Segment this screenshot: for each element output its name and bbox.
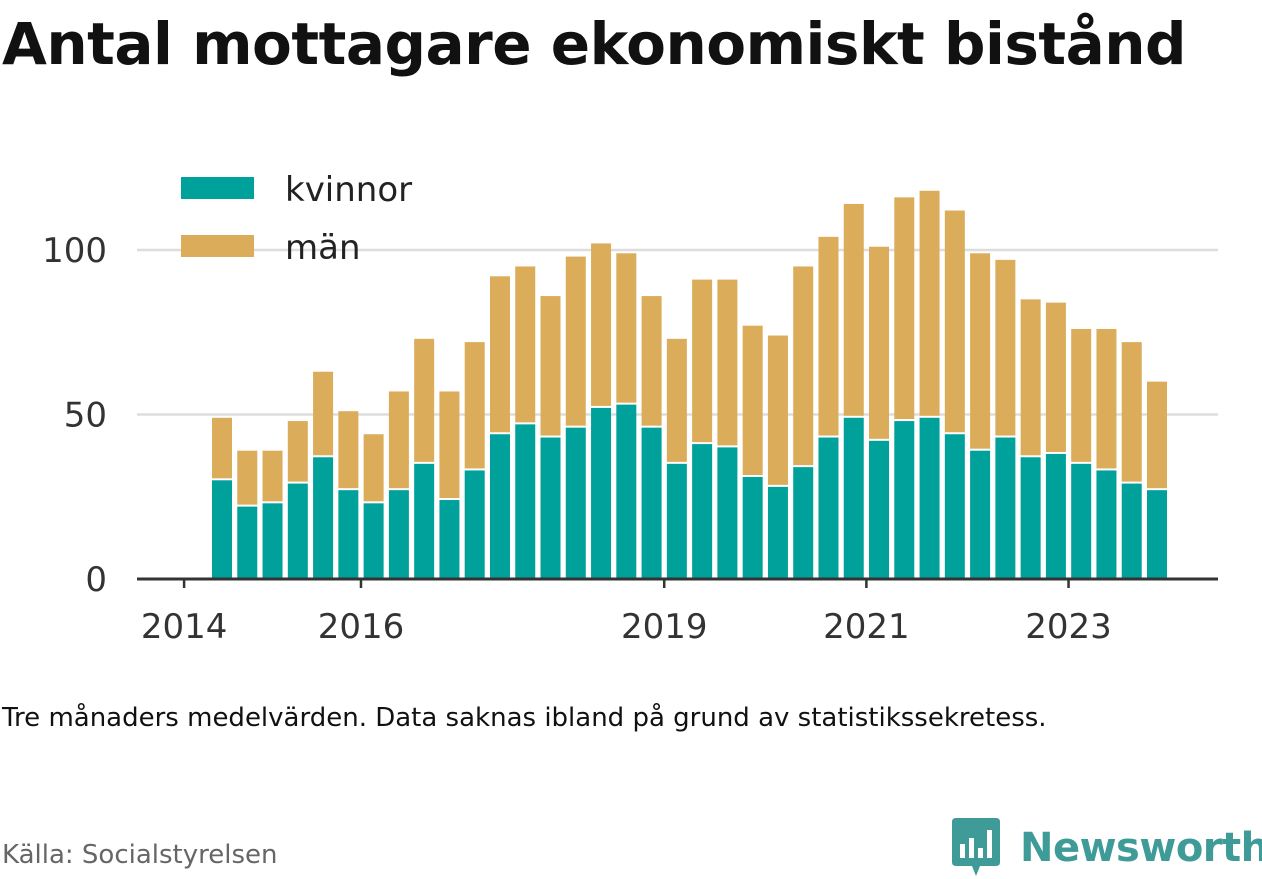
bar-man-2020-Q2 (818, 236, 839, 436)
legend-swatch-1 (181, 235, 254, 257)
bar-man-2016-Q2 (414, 338, 435, 462)
bar-kvinnor-2017-Q4 (565, 427, 586, 579)
bar-man-2020-Q1 (793, 266, 814, 466)
bar-man-2021-Q2 (919, 190, 940, 416)
bar-kvinnor-2014-Q3 (237, 506, 258, 579)
bar-kvinnor-2023-Q2 (1121, 483, 1142, 579)
bar-kvinnor-2018-Q4 (666, 463, 687, 579)
x-axis: 2014 2016 2019 2021 2023 (137, 577, 1218, 647)
bar-man-2022-Q4 (1071, 328, 1092, 462)
x-tick-label-2016: 2016 (318, 607, 405, 647)
bar-man-2021-Q4 (970, 253, 991, 449)
bar-man-2023-Q3 (1146, 381, 1167, 489)
legend-swatch-0 (181, 177, 254, 199)
bar-man-2017-Q1 (489, 276, 510, 433)
bars (212, 190, 1167, 579)
bar-man-2019-Q4 (767, 335, 788, 485)
bar-kvinnor-2022-Q1 (995, 437, 1016, 579)
bar-kvinnor-2015-Q1 (287, 483, 308, 579)
x-tick-label-2014: 2014 (141, 607, 228, 647)
bar-kvinnor-2021-Q4 (970, 450, 991, 579)
bar-kvinnor-2021-Q1 (894, 421, 915, 579)
bar-man-2022-Q3 (1045, 302, 1066, 452)
bar-man-2022-Q2 (1020, 299, 1041, 456)
bar-kvinnor-2019-Q3 (742, 477, 763, 579)
x-tick-label-2023: 2023 (1025, 607, 1112, 647)
legend: kvinnor män (181, 170, 412, 268)
bar-chart: 0 50 100 2014 2016 2019 2021 2023 kvinnor män (42, 170, 1218, 647)
bar-kvinnor-2022-Q2 (1020, 457, 1041, 579)
bar-kvinnor-2018-Q3 (641, 427, 662, 579)
bar-man-2017-Q4 (565, 256, 586, 426)
bar-man-2015-Q4 (363, 434, 384, 502)
bar-man-2023-Q1 (1096, 328, 1117, 469)
bar-kvinnor-2014-Q4 (262, 503, 283, 579)
bar-kvinnor-2019-Q2 (717, 447, 738, 579)
y-axis-labels: 0 50 100 (42, 231, 107, 600)
bar-man-2020-Q3 (843, 203, 864, 416)
x-tick-label-2021: 2021 (823, 607, 910, 647)
bar-man-2021-Q3 (944, 210, 965, 433)
newsworthy-logo-icon (952, 818, 1000, 876)
bar-man-2014-Q2 (212, 417, 232, 479)
x-tick-label-2019: 2019 (621, 607, 708, 647)
bar-kvinnor-2016-Q1 (388, 490, 409, 579)
bar-man-2017-Q2 (515, 266, 536, 423)
bar-kvinnor-2019-Q1 (692, 444, 713, 579)
bar-kvinnor-2023-Q1 (1096, 470, 1117, 579)
y-tick-label: 0 (85, 560, 107, 600)
bar-man-2018-Q1 (591, 243, 612, 406)
bar-kvinnor-2018-Q1 (591, 407, 612, 579)
source-text: Källa: Socialstyrelsen (2, 840, 278, 870)
bar-kvinnor-2022-Q3 (1045, 453, 1066, 579)
bar-kvinnor-2014-Q2 (212, 480, 232, 579)
bar-kvinnor-2017-Q3 (540, 437, 561, 579)
brand-logo[interactable]: Newsworthy (950, 818, 1262, 878)
bar-man-2021-Q1 (894, 197, 915, 420)
bar-man-2014-Q3 (237, 450, 258, 505)
bar-kvinnor-2016-Q3 (439, 500, 460, 579)
legend-label-0: kvinnor (285, 170, 412, 210)
legend-label-1: män (285, 228, 361, 268)
bar-kvinnor-2022-Q4 (1071, 463, 1092, 579)
bar-kvinnor-2016-Q2 (414, 463, 435, 579)
bar-man-2015-Q3 (338, 411, 359, 489)
bar-kvinnor-2015-Q2 (313, 457, 334, 579)
bar-man-2019-Q1 (692, 279, 713, 443)
bar-man-2017-Q3 (540, 296, 561, 436)
bar-man-2018-Q3 (641, 296, 662, 426)
bar-man-2023-Q2 (1121, 342, 1142, 482)
bar-kvinnor-2020-Q3 (843, 417, 864, 579)
bar-kvinnor-2021-Q2 (919, 417, 940, 579)
chart-title: Antal mottagare ekonomiskt bistånd (2, 10, 1187, 78)
bar-man-2014-Q4 (262, 450, 283, 502)
bar-kvinnor-2020-Q4 (869, 440, 890, 579)
bar-man-2018-Q2 (616, 253, 637, 403)
bar-man-2016-Q1 (388, 391, 409, 489)
chart-note: Tre månaders medelvärden. Data saknas ib… (2, 703, 1047, 733)
bar-kvinnor-2017-Q1 (489, 434, 510, 579)
bar-kvinnor-2019-Q4 (767, 486, 788, 579)
bar-man-2020-Q4 (869, 246, 890, 439)
bar-man-2019-Q3 (742, 325, 763, 476)
bar-kvinnor-2020-Q1 (793, 467, 814, 579)
y-tick-label: 50 (64, 396, 107, 436)
bar-kvinnor-2021-Q3 (944, 434, 965, 579)
bar-kvinnor-2016-Q4 (464, 470, 485, 579)
y-tick-label: 100 (42, 231, 107, 271)
bar-kvinnor-2015-Q4 (363, 503, 384, 579)
bar-man-2016-Q4 (464, 342, 485, 469)
bar-man-2016-Q3 (439, 391, 460, 499)
bar-kvinnor-2018-Q2 (616, 404, 637, 579)
brand-name: Newsworthy (1020, 825, 1262, 871)
bar-man-2015-Q1 (287, 421, 308, 482)
bar-man-2019-Q2 (717, 279, 738, 446)
bar-man-2018-Q4 (666, 338, 687, 462)
bar-man-2022-Q1 (995, 259, 1016, 436)
bar-man-2015-Q2 (313, 371, 334, 456)
bar-kvinnor-2020-Q2 (818, 437, 839, 579)
bar-kvinnor-2017-Q2 (515, 424, 536, 579)
bar-kvinnor-2023-Q3 (1146, 490, 1167, 579)
bar-kvinnor-2015-Q3 (338, 490, 359, 579)
